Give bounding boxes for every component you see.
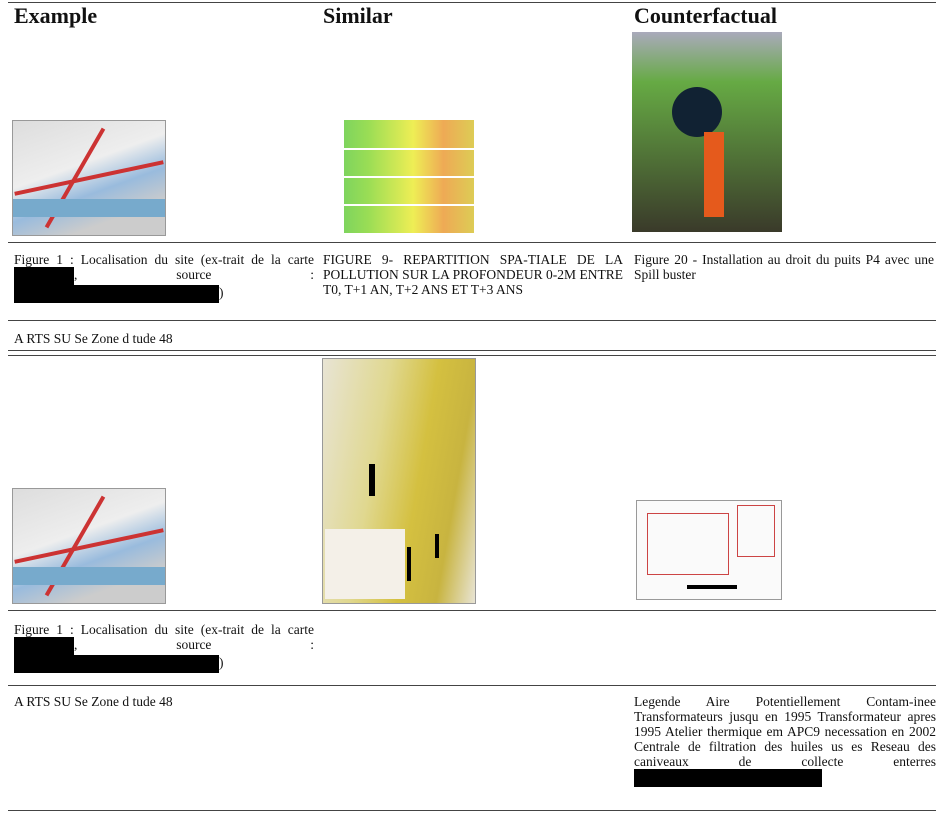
rule bbox=[8, 350, 936, 351]
rule bbox=[8, 810, 936, 811]
photo-image bbox=[632, 32, 782, 232]
extracted-text: A RTS SU Se Zone d tude 48 bbox=[14, 331, 173, 346]
caption-text: ) bbox=[219, 285, 224, 301]
rule bbox=[8, 320, 936, 321]
redaction bbox=[14, 637, 74, 655]
redaction bbox=[14, 267, 74, 285]
rule bbox=[8, 610, 936, 611]
caption-text: Figure 1 : Localisation du site (ex-trai… bbox=[14, 622, 314, 637]
rule bbox=[8, 2, 936, 3]
extracted-text: A RTS SU Se Zone d tude 48 bbox=[14, 694, 173, 709]
caption: Figure 1 : Localisation du site (ex-trai… bbox=[14, 622, 314, 673]
column-header: Example bbox=[14, 3, 98, 28]
rule bbox=[8, 685, 936, 686]
column-header: Similar bbox=[323, 3, 393, 28]
map-image bbox=[12, 488, 166, 604]
caption: FIGURE 9- REPARTITION SPA-TIALE DE LA PO… bbox=[323, 252, 623, 297]
map-image bbox=[12, 120, 166, 236]
redaction bbox=[14, 285, 219, 303]
redaction bbox=[634, 769, 822, 787]
caption-text: , source : bbox=[74, 267, 314, 283]
caption-text: , source : bbox=[74, 637, 314, 653]
heatmap-image bbox=[322, 120, 474, 233]
caption-text: Figure 1 : Localisation du site (ex-trai… bbox=[14, 252, 314, 267]
column-header: Counterfactual bbox=[634, 3, 777, 28]
extracted-text: Legende Aire Potentiellement Contam-inee… bbox=[634, 694, 936, 787]
caption-text: Figure 20 - Installation au droit du pui… bbox=[634, 252, 934, 282]
plan-image bbox=[636, 500, 782, 600]
map-image bbox=[322, 358, 476, 604]
rule bbox=[8, 242, 936, 243]
caption-text: ) bbox=[219, 655, 224, 671]
caption: Figure 1 : Localisation du site (ex-trai… bbox=[14, 252, 314, 303]
text: Legende Aire Potentiellement Contam-inee… bbox=[634, 694, 936, 769]
rule bbox=[8, 355, 936, 356]
redaction bbox=[14, 655, 219, 673]
caption: Figure 20 - Installation au droit du pui… bbox=[634, 252, 934, 282]
caption-text: FIGURE 9- REPARTITION SPA-TIALE DE LA PO… bbox=[323, 252, 623, 297]
